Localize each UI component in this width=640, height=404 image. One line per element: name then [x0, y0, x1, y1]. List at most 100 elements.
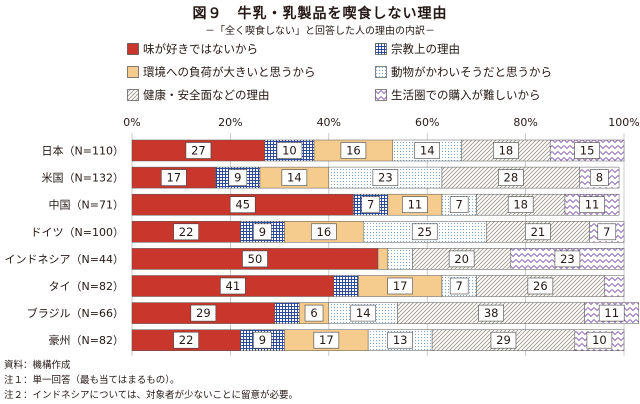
data-label-box — [190, 304, 217, 322]
category-label: 日本（N=110） — [42, 144, 124, 158]
data-label: 29 — [196, 306, 211, 320]
category-label: インドネシア（N=44） — [5, 253, 124, 266]
data-label: 17 — [393, 279, 408, 293]
data-label-box — [185, 142, 212, 159]
x-tick-label: 0% — [123, 116, 140, 129]
data-label: 16 — [317, 225, 332, 239]
data-label-box — [525, 223, 551, 241]
category-label: ブラジル（N=66） — [27, 306, 124, 320]
data-label: 23 — [378, 171, 393, 185]
x-tick-label: 20% — [218, 116, 242, 129]
data-label-box — [173, 223, 199, 241]
data-label: 14 — [420, 144, 435, 158]
data-label-box — [304, 304, 324, 322]
data-label: 29 — [496, 333, 511, 347]
category-label: 豪州（N=82） — [49, 333, 124, 347]
data-label: 13 — [393, 333, 408, 347]
data-label: 9 — [234, 171, 241, 185]
data-label: 17 — [166, 171, 181, 185]
data-label: 20 — [454, 252, 469, 266]
data-label: 45 — [235, 198, 250, 212]
bar-segment — [604, 275, 625, 297]
legend-label: 生活圏での購入が難しいから — [391, 88, 541, 102]
data-label: 18 — [499, 144, 514, 158]
data-label: 26 — [533, 279, 548, 293]
note-1: 注１：単一回答（最も当てはまるもの）。 — [4, 375, 180, 386]
category-label: 中国（N=71） — [49, 199, 124, 212]
category-label: タイ（N=82） — [49, 280, 124, 293]
chart-title: 図９ 牛乳・乳製品を喫食しない理由 — [192, 6, 448, 22]
data-label: 11 — [585, 198, 600, 212]
x-tick-label: 40% — [317, 116, 341, 129]
bar-segment — [377, 248, 389, 270]
x-tick-label: 100% — [608, 116, 639, 129]
category-label: 米国（N=132） — [42, 172, 124, 185]
note-2: 注２：インドネシアについては、対象者が少ないことに留意が必要。 — [4, 390, 299, 401]
data-label-box — [490, 331, 517, 349]
data-label: 7 — [456, 198, 463, 212]
data-label: 9 — [259, 225, 266, 239]
data-label: 7 — [456, 279, 463, 293]
legend-swatch — [375, 89, 387, 101]
data-label: 16 — [346, 144, 361, 158]
legend: 味が好きではないから 宗教上の理由 環境への負荷が大きいと思うから 動物がかわい… — [0, 38, 640, 108]
data-label-box — [313, 331, 340, 349]
data-label-box — [311, 223, 337, 241]
data-label-box — [574, 142, 600, 159]
x-tick-label: 60% — [415, 116, 439, 129]
data-label-box — [173, 331, 199, 349]
category-label: ドイツ（N=100） — [31, 226, 124, 239]
bar-segment — [274, 302, 300, 324]
data-label: 11 — [408, 198, 423, 212]
data-label-box — [361, 196, 380, 213]
data-label-box — [220, 277, 246, 295]
data-label-box — [586, 331, 613, 349]
notes: 資料：機構作成 注１：単一回答（最も当てはまるもの）。 注２：インドネシアについ… — [4, 358, 298, 403]
data-label-box — [414, 142, 441, 159]
data-label: 50 — [248, 252, 263, 266]
data-label: 15 — [580, 144, 595, 158]
data-label-box — [242, 250, 268, 268]
data-label-box — [253, 331, 272, 349]
legend-label: 環境への負荷が大きいと思うから — [143, 65, 316, 79]
data-label: 18 — [513, 198, 528, 212]
data-label-box — [402, 196, 428, 213]
data-label: 28 — [504, 171, 519, 185]
data-label: 8 — [596, 171, 603, 185]
legend-swatch — [127, 43, 139, 55]
data-label: 14 — [356, 306, 371, 320]
data-label: 22 — [179, 333, 194, 347]
data-label: 17 — [319, 333, 334, 347]
data-label: 7 — [367, 198, 374, 212]
data-label: 38 — [484, 306, 499, 320]
data-label-box — [448, 250, 475, 268]
x-tick-label: 80% — [513, 116, 537, 129]
data-label-box — [579, 196, 605, 213]
source-note: 資料：機構作成 — [4, 360, 71, 371]
data-label: 41 — [226, 279, 241, 293]
data-label-box — [387, 277, 413, 295]
data-label-box — [507, 196, 534, 213]
data-label-box — [253, 223, 272, 241]
data-label-box — [228, 169, 248, 186]
data-label: 27 — [191, 144, 206, 158]
data-label-box — [411, 223, 438, 241]
x-axis-ticks: 0% 20% 40% 60% 80% 100% — [123, 116, 639, 129]
data-label: 6 — [310, 306, 317, 320]
data-label-box — [478, 304, 504, 322]
data-label-box — [449, 277, 469, 295]
legend-swatch — [127, 89, 139, 101]
data-label: 9 — [259, 333, 266, 347]
data-label-box — [598, 304, 625, 322]
data-label-box — [498, 169, 524, 186]
data-label-box — [350, 304, 377, 322]
legend-swatch — [375, 66, 387, 78]
data-label: 23 — [560, 252, 575, 266]
data-label: 22 — [179, 225, 194, 239]
data-label-box — [161, 169, 187, 186]
data-label-box — [229, 196, 256, 213]
legend-label: 宗教上の理由 — [391, 42, 460, 56]
data-label: 10 — [592, 333, 607, 347]
chart-subtitle: －「全く喫食しない」と回答した人の理由の内訳－ — [205, 26, 435, 37]
